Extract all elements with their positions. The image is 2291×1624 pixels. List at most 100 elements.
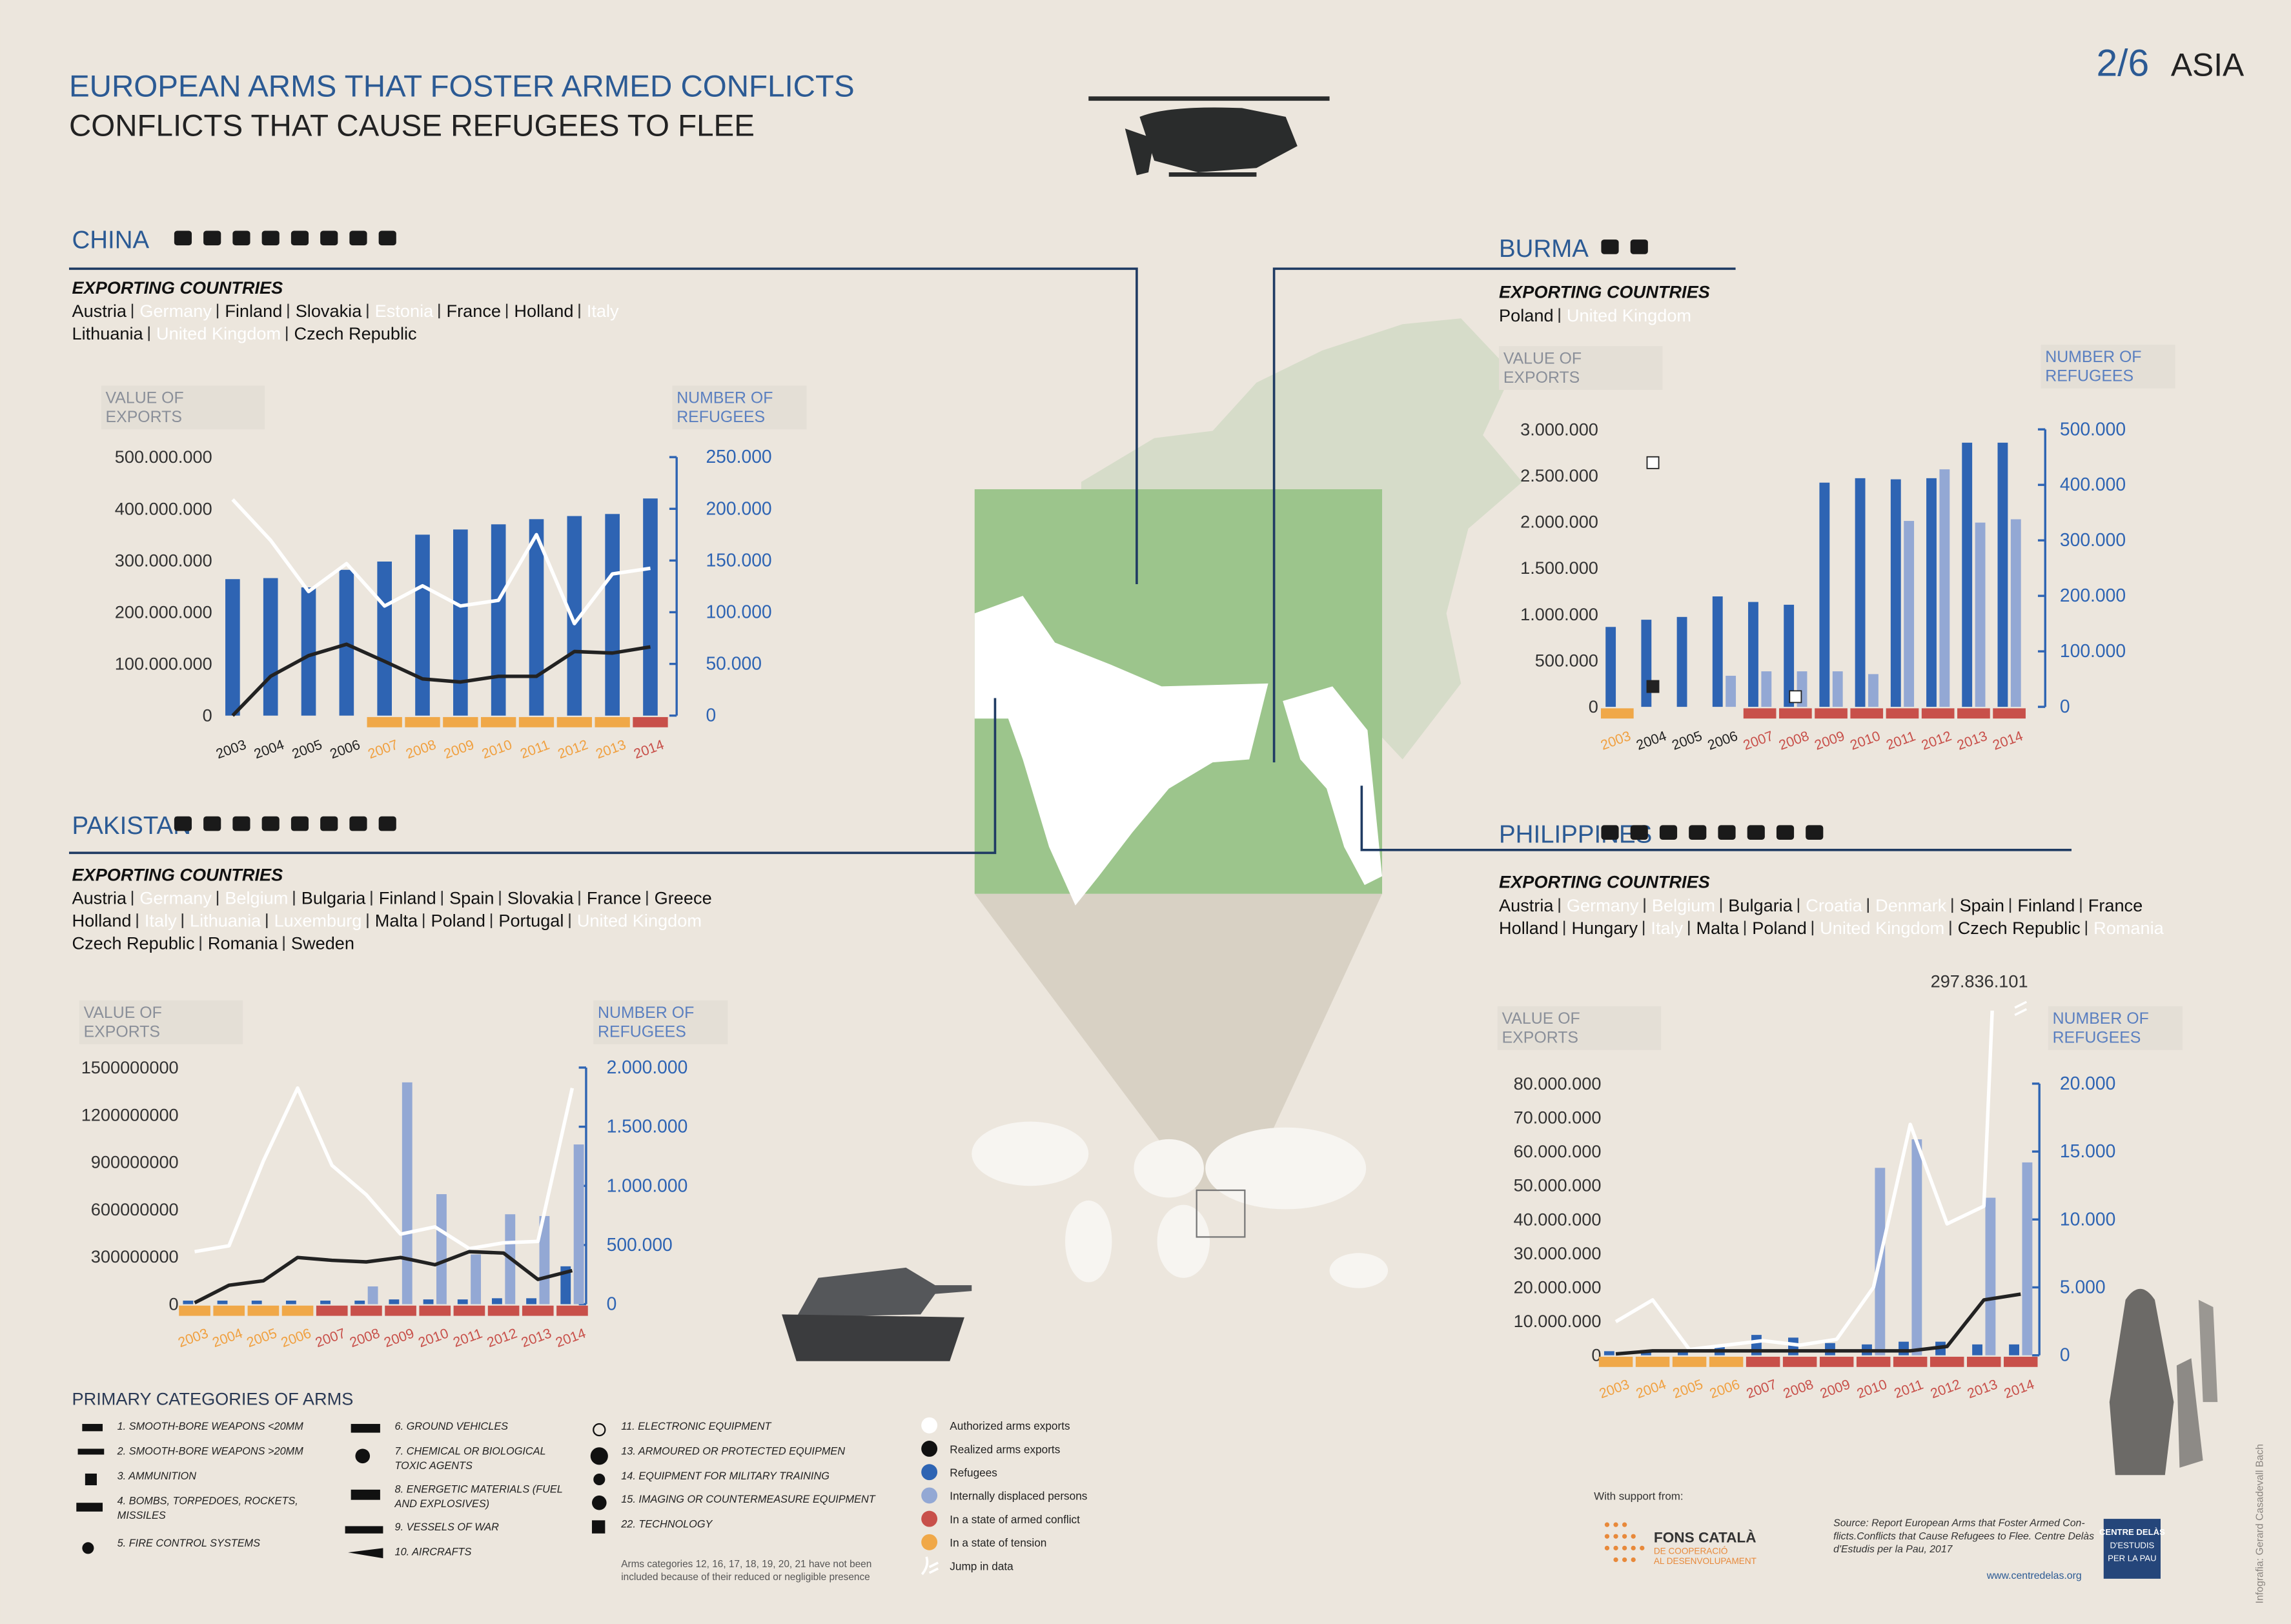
y2-tick-label: 2.000.000: [607, 1057, 688, 1077]
y-tick-label: 1.500.000: [1520, 558, 1598, 578]
y2-tick-label: 5.000: [2060, 1277, 2106, 1297]
exporter: Estonia: [375, 301, 434, 321]
legend-dot: [921, 1464, 938, 1481]
country-name: BURMA: [1499, 235, 1589, 263]
bar: [377, 561, 392, 716]
bar: [1985, 1197, 1996, 1355]
exporter: Belgium: [225, 888, 288, 908]
y-tick-label: 30.000.000: [1514, 1243, 1602, 1263]
exporter: Germany: [1567, 895, 1639, 915]
legend-label: Authorized arms exports: [950, 1419, 1070, 1432]
status-cell: [1856, 1356, 1891, 1367]
line: [1614, 1010, 1994, 1352]
status-cell: [1635, 1356, 1670, 1367]
arms-category: 11. ELECTRONIC EQUIPMENT: [621, 1421, 771, 1432]
bar: [1761, 671, 1772, 707]
arms-icon: [1659, 825, 1678, 840]
y-tick-label: 50.000.000: [1514, 1175, 1602, 1195]
y-axis-label: VALUE OF: [84, 1004, 162, 1022]
arms-icon: [378, 230, 396, 246]
exporter: Poland: [1499, 305, 1554, 325]
arms-category: 14. EQUIPMENT FOR MILITARY TRAINING: [621, 1470, 830, 1482]
y2-tick-label: 100.000: [706, 602, 771, 622]
country-panel: PHILIPPINES EXPORTING COUNTRIES Austria Ger…: [1497, 821, 2183, 1401]
legend-label: Jump in data: [950, 1559, 1013, 1572]
bar: [183, 1300, 194, 1304]
arms-category: 8. ENERGETIC MATERIALS (FUEL: [395, 1483, 563, 1495]
bar: [1868, 674, 1879, 707]
status-cell: [1743, 708, 1777, 719]
exporter: Bulgaria: [301, 888, 366, 908]
status-cell: [1921, 708, 1955, 719]
status-cell: [367, 716, 402, 727]
y2-axis-label: REFUGEES: [2053, 1028, 2141, 1046]
y2-tick-label: 500.000: [607, 1234, 673, 1255]
arms-icons: [76, 1423, 608, 1559]
bar: [2010, 519, 2021, 707]
axis-label-bg: [101, 385, 265, 430]
zoom-box: [1196, 1189, 1246, 1238]
exporter: Holland: [72, 911, 131, 931]
legend-dot: [921, 1510, 938, 1527]
exporter: Romania: [208, 933, 279, 953]
y-axis-label: VALUE OF: [1503, 349, 1582, 367]
line: [194, 1250, 573, 1304]
connector: [68, 267, 1138, 585]
bar: [567, 516, 582, 716]
arms-category: 2. SMOOTH-BORE WEAPONS >20MM: [117, 1446, 304, 1457]
arms-icon: [1630, 825, 1648, 840]
arms-icon: [232, 816, 250, 831]
status-cell: [2003, 1356, 2038, 1367]
y-tick-label: 1200000000: [81, 1104, 179, 1124]
jump-label: 297.836.101: [1931, 971, 2028, 991]
status-cell: [522, 1305, 554, 1316]
connector: [1272, 267, 1736, 763]
y-tick-label: 0: [169, 1294, 179, 1314]
arms-icon: [1630, 239, 1648, 254]
y-tick-label: 70.000.000: [1514, 1107, 1602, 1127]
y2-axis-label: NUMBER OF: [598, 1004, 694, 1022]
arms-icon: [174, 816, 192, 831]
support: With support from:: [1594, 1490, 1684, 1503]
y-axis-label: EXPORTS: [106, 408, 182, 426]
y-tick-label: 500.000: [1535, 650, 1598, 670]
arms-category: 10. AIRCRAFTS: [395, 1547, 472, 1558]
bar: [2022, 1162, 2033, 1355]
status-cell: [1709, 1356, 1744, 1367]
exporter: Finland: [225, 301, 282, 321]
bar: [2009, 1344, 2019, 1355]
arms-note: included because of their reduced or neg…: [621, 1572, 870, 1583]
y-tick-label: 300.000.000: [115, 550, 212, 570]
y-tick-label: 200.000.000: [115, 602, 212, 622]
exporter: Belgium: [1652, 895, 1715, 915]
exporter: Denmark: [1875, 895, 1947, 915]
bar: [453, 529, 468, 716]
exporters-title: EXPORTING COUNTRIES: [72, 864, 283, 884]
bar: [301, 587, 316, 716]
arms-category: 4. BOMBS, TORPEDOES, ROCKETS,: [117, 1495, 298, 1507]
bar: [1677, 1352, 1688, 1355]
exporter: Poland: [1752, 918, 1807, 938]
bar: [285, 1300, 296, 1304]
centre-name: PER LA PAU: [2108, 1554, 2157, 1563]
status-cell: [1993, 708, 2026, 719]
y2-tick-label: 300.000: [2060, 529, 2126, 550]
bar: [457, 1299, 468, 1304]
bar: [1712, 596, 1723, 707]
map: [972, 318, 1523, 1288]
bar: [1939, 469, 1950, 707]
marker: [1646, 456, 1660, 469]
bar: [471, 1254, 482, 1304]
exporter: Finland: [379, 888, 436, 908]
status-cell: [556, 716, 592, 727]
status-cell: [1893, 1356, 1928, 1367]
status-cell: [595, 716, 630, 727]
legend-label: Internally displaced persons: [950, 1490, 1087, 1503]
bar: [1855, 478, 1866, 707]
legend-dot: [921, 1534, 938, 1550]
india: [974, 596, 1268, 906]
status-cell: [453, 1305, 485, 1316]
bar: [263, 578, 278, 716]
exporter: Czech Republic: [1958, 918, 2081, 938]
